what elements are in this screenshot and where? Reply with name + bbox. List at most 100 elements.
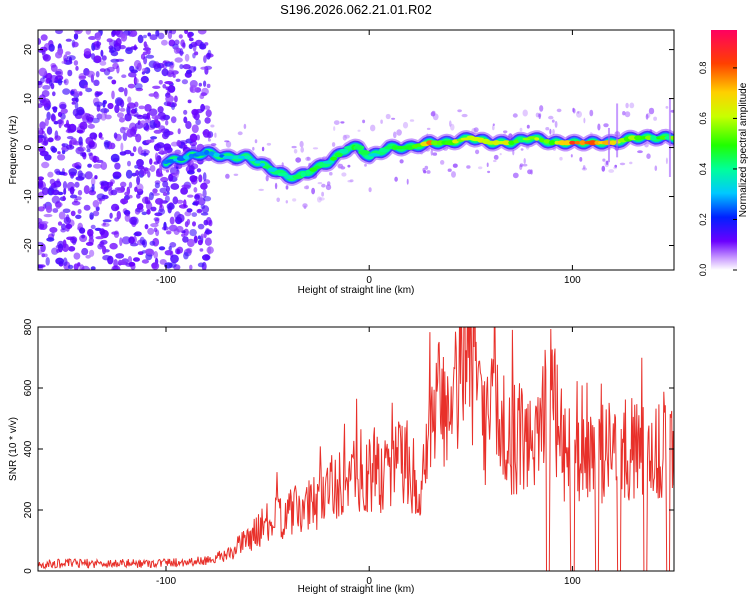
noise-blob (46, 237, 55, 242)
noise-blob (158, 208, 166, 215)
noise-blob (152, 188, 158, 194)
noise-blob (178, 51, 185, 55)
y-tick-label: -20 (23, 238, 34, 253)
noise-blob (79, 234, 88, 243)
noise-blob (188, 37, 194, 42)
ridge-peak (300, 171, 306, 178)
ridge-peak (330, 156, 337, 161)
faint-blob (319, 197, 325, 201)
noise-blob (173, 46, 180, 54)
noise-blob (166, 101, 172, 107)
faint-blob (526, 124, 530, 129)
faint-blob (210, 124, 215, 128)
noise-blob (82, 151, 87, 160)
noise-blob (192, 221, 196, 227)
noise-blob (50, 64, 58, 73)
noise-blob (91, 177, 96, 187)
faint-blob (317, 182, 323, 185)
noise-blob (74, 101, 79, 110)
noise-blob (134, 231, 142, 237)
noise-blob (189, 84, 197, 94)
noise-blob (189, 133, 198, 143)
noise-blob (149, 34, 158, 41)
noise-blob (116, 187, 124, 193)
noise-blob (109, 242, 118, 250)
noise-blob (44, 118, 49, 127)
noise-blob (137, 146, 143, 155)
faint-blob (406, 178, 409, 185)
noise-blob (75, 214, 82, 219)
noise-blob (147, 32, 151, 37)
noise-blob (43, 213, 53, 218)
noise-blob (183, 109, 188, 115)
noise-blob (116, 98, 122, 106)
noise-blob (57, 151, 61, 155)
spectrogram-marks (38, 30, 674, 270)
faint-blob (608, 169, 615, 173)
noise-blob (198, 82, 202, 87)
noise-blob (118, 87, 125, 93)
noise-blob (142, 239, 148, 248)
noise-blob (116, 210, 122, 220)
ridge-peak (543, 139, 551, 144)
noise-blob (207, 49, 212, 58)
faint-blob (603, 123, 609, 128)
faint-blob (576, 110, 582, 118)
ridge-peak (562, 140, 573, 146)
faint-blob (614, 164, 617, 168)
noise-blob (61, 146, 67, 151)
faint-blob (493, 159, 497, 163)
faint-blob (285, 185, 289, 190)
noise-blob (75, 176, 85, 181)
noise-blob (107, 76, 113, 80)
noise-blob (47, 137, 54, 143)
noise-blob (180, 187, 189, 195)
noise-blob (93, 79, 100, 87)
noise-blob (40, 243, 46, 253)
noise-blob (114, 162, 121, 170)
noise-blob (70, 210, 76, 217)
noise-blob (207, 246, 212, 256)
faint-blob (341, 172, 347, 177)
noise-blob (124, 87, 128, 97)
faint-blob (499, 153, 502, 156)
faint-blob (329, 171, 333, 176)
faint-blob (311, 187, 315, 195)
noise-blob (119, 151, 127, 156)
noise-blob (147, 170, 151, 178)
noise-blob (93, 155, 97, 163)
noise-blob (161, 226, 169, 231)
noise-blob (100, 112, 107, 121)
noise-blob (195, 119, 201, 126)
noise-blob (182, 64, 191, 70)
noise-blob (130, 46, 138, 50)
noise-blob (121, 236, 131, 245)
noise-blob (148, 93, 156, 97)
noise-blob (102, 219, 112, 223)
faint-blob (572, 107, 575, 113)
noise-blob (194, 194, 200, 201)
noise-blob (131, 126, 138, 133)
faint-blob (645, 113, 649, 120)
spectrogram-ylabel: Frequency (Hz) (8, 116, 19, 185)
colorbar-tick-label: 0.6 (698, 112, 708, 125)
faint-blob (426, 127, 431, 130)
y-tick-label: 20 (23, 44, 34, 56)
noise-blob (155, 172, 164, 178)
noise-blob (206, 83, 211, 89)
noise-blob (120, 181, 127, 188)
noise-blob (38, 137, 42, 143)
noise-blob (38, 67, 47, 77)
noise-blob (150, 206, 157, 212)
faint-blob (646, 153, 651, 159)
noise-blob (199, 248, 204, 252)
noise-blob (163, 150, 168, 155)
noise-blob (165, 119, 169, 126)
noise-blob (164, 81, 174, 85)
noise-blob (196, 209, 203, 214)
noise-blob (40, 221, 49, 225)
snr-ylabel: SNR (10 * v/v) (8, 417, 19, 481)
noise-blob (159, 259, 167, 265)
noise-blob (117, 112, 124, 118)
noise-blob (73, 60, 79, 66)
